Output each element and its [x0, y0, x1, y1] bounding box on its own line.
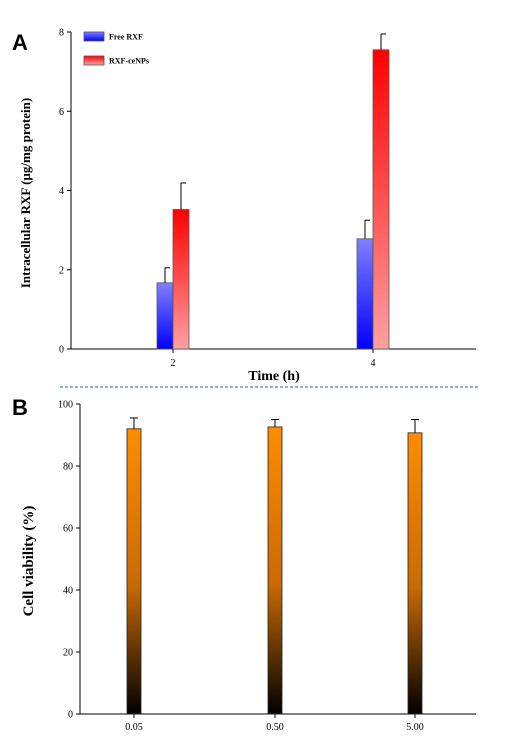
panel-b-letter: B [12, 395, 28, 420]
y-tick-label: 20 [63, 648, 73, 659]
panel-b-chart: 0 20 40 60 80 100 0.05 0.50 5.00 Cell viability (… [21, 400, 476, 733]
x-tick-label: 5.00 [406, 722, 424, 733]
bar-rxf-cenps [172, 209, 190, 350]
y-tick-label: 2 [59, 265, 64, 276]
legend-label: Free RXF [109, 33, 143, 42]
y-tick-label: 0 [59, 345, 64, 356]
bar-rxf-cenps [372, 49, 390, 350]
x-tick-label: 4 [371, 358, 376, 369]
y-axis-label: Intracellular RXF (µg/mg protein) [18, 98, 33, 288]
bar-cell-viability [267, 426, 283, 715]
y-tick-label: 4 [59, 186, 64, 197]
x-axis-label: Time (h) [248, 369, 300, 384]
panel-a-letter: A [12, 30, 28, 55]
y-tick-label: 60 [63, 524, 73, 535]
bar-cell-viability [126, 428, 142, 715]
y-tick-label: 8 [59, 28, 64, 39]
y-tick-label: 40 [63, 586, 73, 597]
bar-cell-viability [407, 432, 423, 715]
x-tick-label: 0.05 [125, 722, 143, 733]
y-tick-label: 100 [58, 400, 73, 411]
y-tick-label: 6 [59, 107, 64, 118]
legend-swatch [83, 31, 105, 42]
y-axis-label: Cell viability (%) [21, 506, 37, 617]
bar-free-rxf [156, 282, 174, 350]
x-tick-label: 0.50 [266, 722, 284, 733]
y-tick-label: 80 [63, 462, 73, 473]
y-tick-label: 0 [68, 710, 73, 721]
x-tick-label: 2 [171, 358, 176, 369]
bar-free-rxf [356, 238, 374, 350]
legend-label: RXF-ceNPs [109, 57, 149, 66]
panel-a-chart: 0 2 4 6 8 2 4 Free RXF RXF-ceNPs Time (h) Intracel… [18, 28, 476, 384]
legend-swatch [83, 55, 105, 66]
